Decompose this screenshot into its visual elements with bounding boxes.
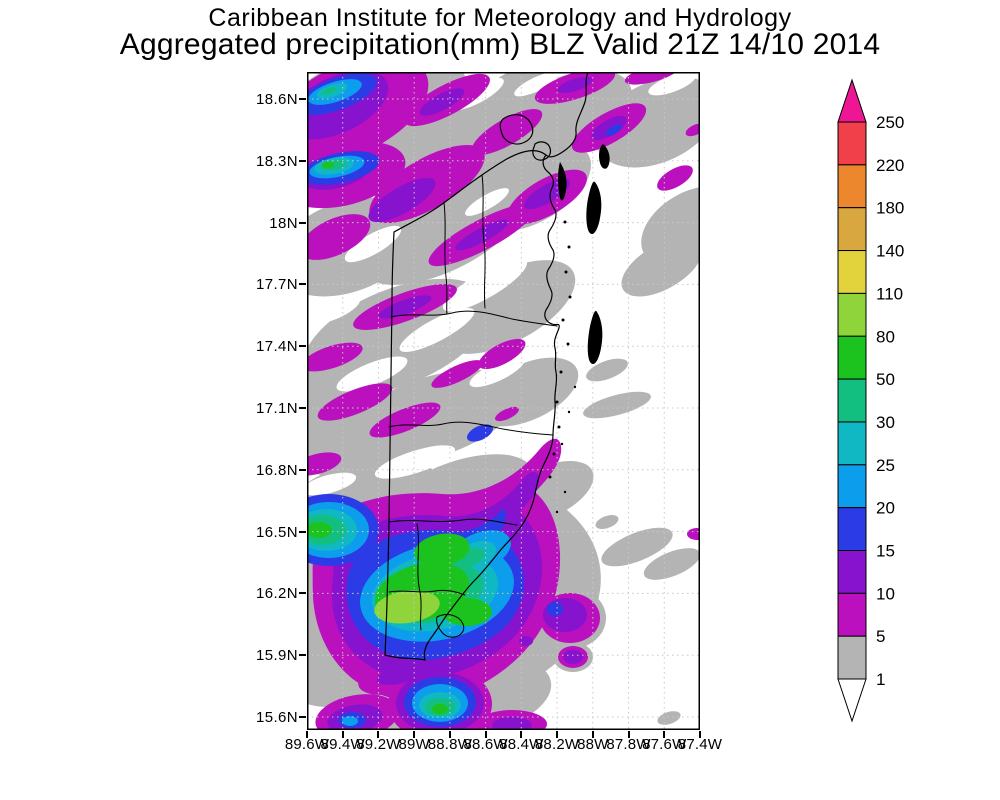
colorbar-segment [837,292,867,337]
colorbar-segment [837,507,867,551]
lon-tick-label: 88.4W [499,736,544,753]
colorbar-value-label: 5 [876,627,885,646]
map-frame [307,72,700,730]
colorbar-value-label: 30 [876,413,895,432]
lat-tick [299,221,306,224]
lon-tick [591,731,594,738]
lat-tick-label: 17.7N [255,276,298,294]
coastline-layer [384,72,589,661]
lagoon [499,114,534,145]
lon-tick-label: 88W [577,736,609,753]
lon-tick-label: 87.6W [642,736,687,753]
map-plot-area [307,72,700,730]
lat-tick [299,592,306,595]
cayes-islands [548,144,610,514]
lon-tick [556,731,559,738]
lat-tick-label: 17.1N [255,400,298,417]
chart-subtitle: Aggregated precipitation(mm) BLZ Valid 2… [119,28,881,61]
colorbar-segment [837,592,867,637]
colorbar-top-arrow [837,78,867,123]
lon-tick-label: 87.8W [606,736,651,753]
lon-tick-label: 89.4W [320,736,365,753]
colorbar-value-label: 10 [876,584,895,603]
lon-tick [413,731,416,738]
lat-tick [299,345,306,348]
lat-tick [299,407,306,409]
lon-tick-label: 89W [398,736,430,753]
lon-tick-label: 88.8W [427,736,473,753]
lon-tick-label: 89.2W [356,736,401,753]
lon-tick-label: 88.6W [463,736,508,753]
precipitation-map [307,72,700,730]
colorbar-value-label: 140 [876,242,904,261]
lon-tick [377,731,380,738]
colorbar-value-label: 15 [876,542,895,561]
colorbar-segment [837,250,867,294]
lat-tick [299,283,306,286]
district-borders [388,174,558,638]
lat-tick [299,98,306,100]
colorbar-value-label: 50 [876,370,895,389]
lat-tick-label: 16.5N [255,523,298,541]
lat-tick [299,654,306,657]
lon-tick [341,731,344,738]
lon-tick-label: 88.2W [534,736,580,753]
lat-tick [299,716,306,718]
south-border [384,654,426,661]
colorbar-value-label: 180 [876,199,904,218]
lat-tick [299,468,306,471]
colorbar-segment [837,378,867,423]
colorbar-segment [837,164,867,209]
page-title: Caribbean Institute for Meteorology and … [208,4,792,32]
colorbar-value-label: 80 [876,327,895,346]
colorbar-segment [837,207,867,252]
lon-tick [484,731,487,738]
colorbar-value-label: 20 [876,499,895,518]
lat-tick-label: 17.4N [255,338,298,356]
lon-tick-label: 89.6W [284,736,330,753]
colorbar-segment [837,635,867,680]
yucatan-coast [545,72,589,158]
colorbar-value-label: 110 [876,284,903,303]
colorbar-segment [837,421,867,466]
belize-coast [423,154,560,661]
colorbar-segment [837,464,867,509]
lat-tick-label: 16.8N [255,461,298,479]
lon-tick [306,731,308,738]
lat-tick-label: 18N [269,214,298,232]
lon-tick-label: 87.4W [677,736,723,753]
lon-tick [627,731,630,738]
colorbar-value-label: 250 [876,113,904,132]
lon-tick [448,731,451,738]
precipitation-colorbar: 250 220 180 140 110 80 50 30 25 20 15 10 5 1 [837,78,904,723]
colorbar-segment [837,335,867,380]
lon-tick [698,731,701,738]
north-border [393,149,547,233]
lon-tick [520,731,523,738]
lat-tick [299,530,306,533]
colorbar-value-label: 25 [876,456,895,475]
lon-tick [663,731,666,738]
lagoon [532,141,552,161]
west-border [384,231,395,656]
precip-layer-80mm [374,590,440,624]
lat-tick-label: 18.3N [255,152,298,170]
lat-tick-label: 18.6N [255,91,298,108]
colorbar-segment [837,550,867,594]
colorbar-bottom-arrow [837,678,867,723]
lat-tick-label: 15.9N [255,647,298,665]
lat-tick-label: 16.2N [255,585,298,603]
colorbar-value-label: 220 [876,156,904,175]
colorbar-segment [837,121,867,166]
lat-tick-label: 15.6N [255,709,298,726]
lat-tick [299,159,306,162]
colorbar-value-label: 1 [876,670,885,689]
